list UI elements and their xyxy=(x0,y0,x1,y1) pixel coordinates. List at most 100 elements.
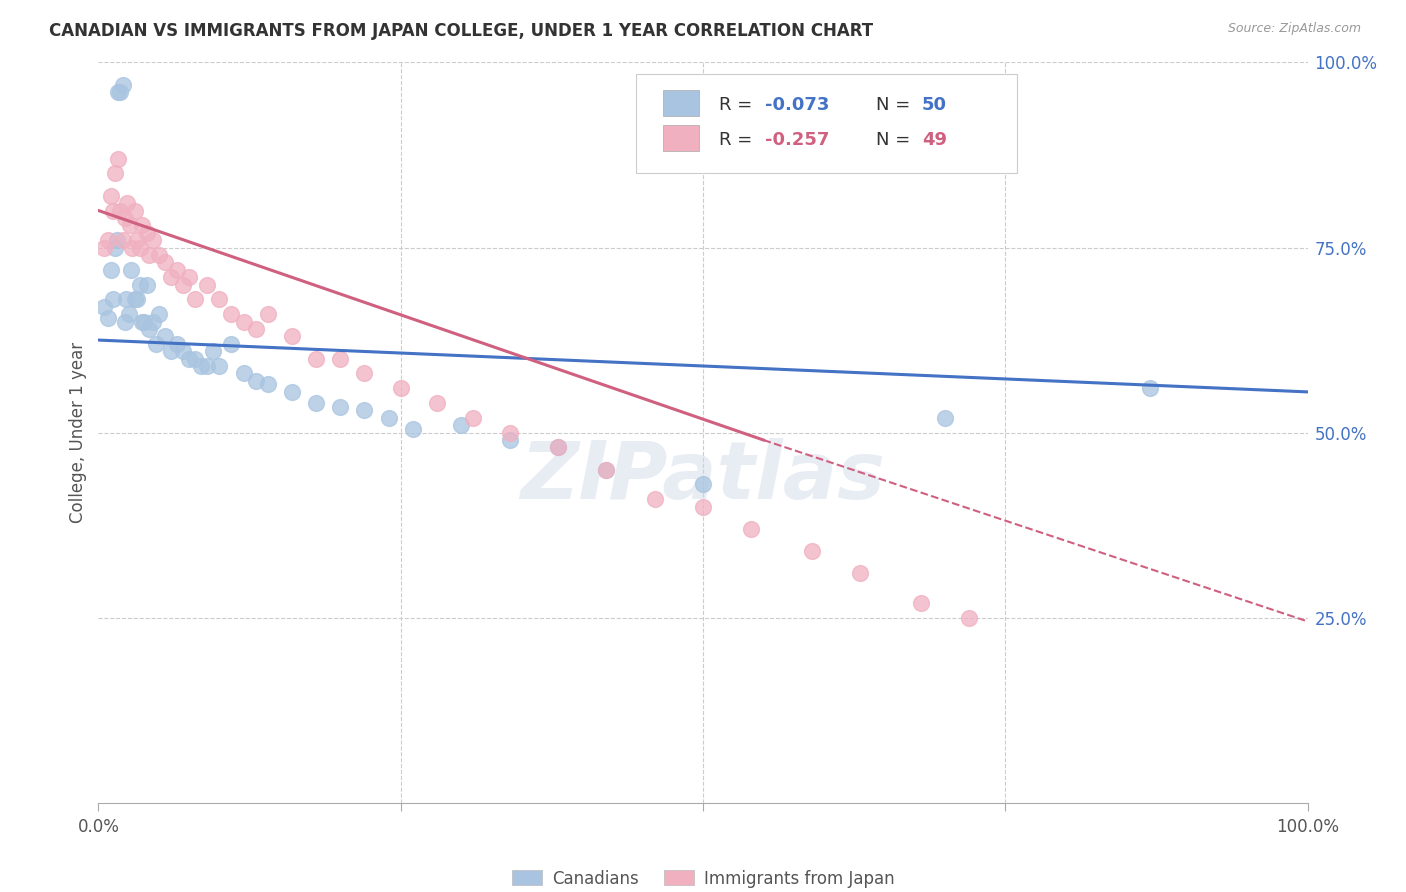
Point xyxy=(329,400,352,414)
Point xyxy=(93,300,115,314)
Point xyxy=(172,277,194,292)
Point xyxy=(124,203,146,218)
Point xyxy=(692,500,714,514)
Point xyxy=(172,344,194,359)
Point xyxy=(111,233,134,247)
Point xyxy=(195,277,218,292)
Point xyxy=(800,544,823,558)
Point xyxy=(108,203,131,218)
Point xyxy=(134,314,156,328)
Point xyxy=(849,566,872,581)
Point xyxy=(547,441,569,455)
Point xyxy=(221,336,243,351)
Point xyxy=(108,85,131,99)
Point xyxy=(329,351,352,366)
Point xyxy=(179,351,201,366)
Text: N =: N = xyxy=(876,131,915,149)
Point xyxy=(131,219,153,233)
Point xyxy=(127,233,149,247)
Point xyxy=(120,262,142,277)
Point xyxy=(190,359,212,373)
Point xyxy=(1139,381,1161,395)
Point xyxy=(402,422,425,436)
Point xyxy=(131,314,153,328)
Point xyxy=(910,596,932,610)
Point xyxy=(138,248,160,262)
Point xyxy=(547,441,569,455)
Point xyxy=(101,203,124,218)
Point xyxy=(166,336,188,351)
Point xyxy=(93,240,115,255)
Text: 50: 50 xyxy=(922,96,946,114)
Point xyxy=(111,78,134,92)
Text: R =: R = xyxy=(718,96,758,114)
FancyBboxPatch shape xyxy=(664,125,699,152)
Point xyxy=(644,492,666,507)
Point xyxy=(498,433,520,447)
Point xyxy=(426,396,449,410)
Point xyxy=(208,359,231,373)
Point xyxy=(353,403,375,417)
Point xyxy=(127,293,149,307)
Point xyxy=(184,351,207,366)
Point xyxy=(281,384,304,399)
Text: Source: ZipAtlas.com: Source: ZipAtlas.com xyxy=(1227,22,1361,36)
Point xyxy=(104,240,127,255)
Point xyxy=(105,233,128,247)
Point xyxy=(107,152,129,166)
Point xyxy=(166,262,188,277)
Point xyxy=(202,344,225,359)
Point xyxy=(179,270,201,285)
Point xyxy=(692,477,714,491)
Text: -0.257: -0.257 xyxy=(765,131,830,149)
Point xyxy=(256,307,278,321)
Point xyxy=(101,293,124,307)
Point xyxy=(114,314,136,328)
Text: R =: R = xyxy=(718,131,758,149)
Point xyxy=(934,410,956,425)
Point xyxy=(100,262,122,277)
Point xyxy=(498,425,520,440)
Text: N =: N = xyxy=(876,96,915,114)
Point xyxy=(145,336,167,351)
Point xyxy=(389,381,412,395)
Point xyxy=(463,410,485,425)
Point xyxy=(305,351,328,366)
Point xyxy=(128,240,150,255)
Point xyxy=(450,418,472,433)
Point xyxy=(142,233,165,247)
Point xyxy=(118,219,141,233)
Point xyxy=(256,377,278,392)
Point xyxy=(221,307,243,321)
Point xyxy=(245,322,267,336)
Point xyxy=(142,314,165,328)
Point xyxy=(160,270,183,285)
Text: ZIPatlas: ZIPatlas xyxy=(520,438,886,516)
Y-axis label: College, Under 1 year: College, Under 1 year xyxy=(69,342,87,524)
Point xyxy=(97,233,120,247)
Point xyxy=(957,610,980,624)
Point xyxy=(595,462,617,476)
Point xyxy=(184,293,207,307)
Point xyxy=(377,410,399,425)
Point xyxy=(107,85,129,99)
Legend: Canadians, Immigrants from Japan: Canadians, Immigrants from Japan xyxy=(505,863,901,892)
Point xyxy=(97,310,120,325)
Point xyxy=(595,462,617,476)
Point xyxy=(153,255,176,269)
Point xyxy=(121,240,143,255)
Point xyxy=(118,307,141,321)
Point xyxy=(117,196,139,211)
Text: CANADIAN VS IMMIGRANTS FROM JAPAN COLLEGE, UNDER 1 YEAR CORRELATION CHART: CANADIAN VS IMMIGRANTS FROM JAPAN COLLEG… xyxy=(49,22,873,40)
Point xyxy=(232,367,254,381)
FancyBboxPatch shape xyxy=(637,73,1018,173)
Point xyxy=(128,277,150,292)
Point xyxy=(148,248,170,262)
Text: -0.073: -0.073 xyxy=(765,96,830,114)
Point xyxy=(115,293,138,307)
Point xyxy=(124,293,146,307)
FancyBboxPatch shape xyxy=(664,90,699,117)
Point xyxy=(135,277,157,292)
Point xyxy=(160,344,183,359)
Point xyxy=(305,396,328,410)
